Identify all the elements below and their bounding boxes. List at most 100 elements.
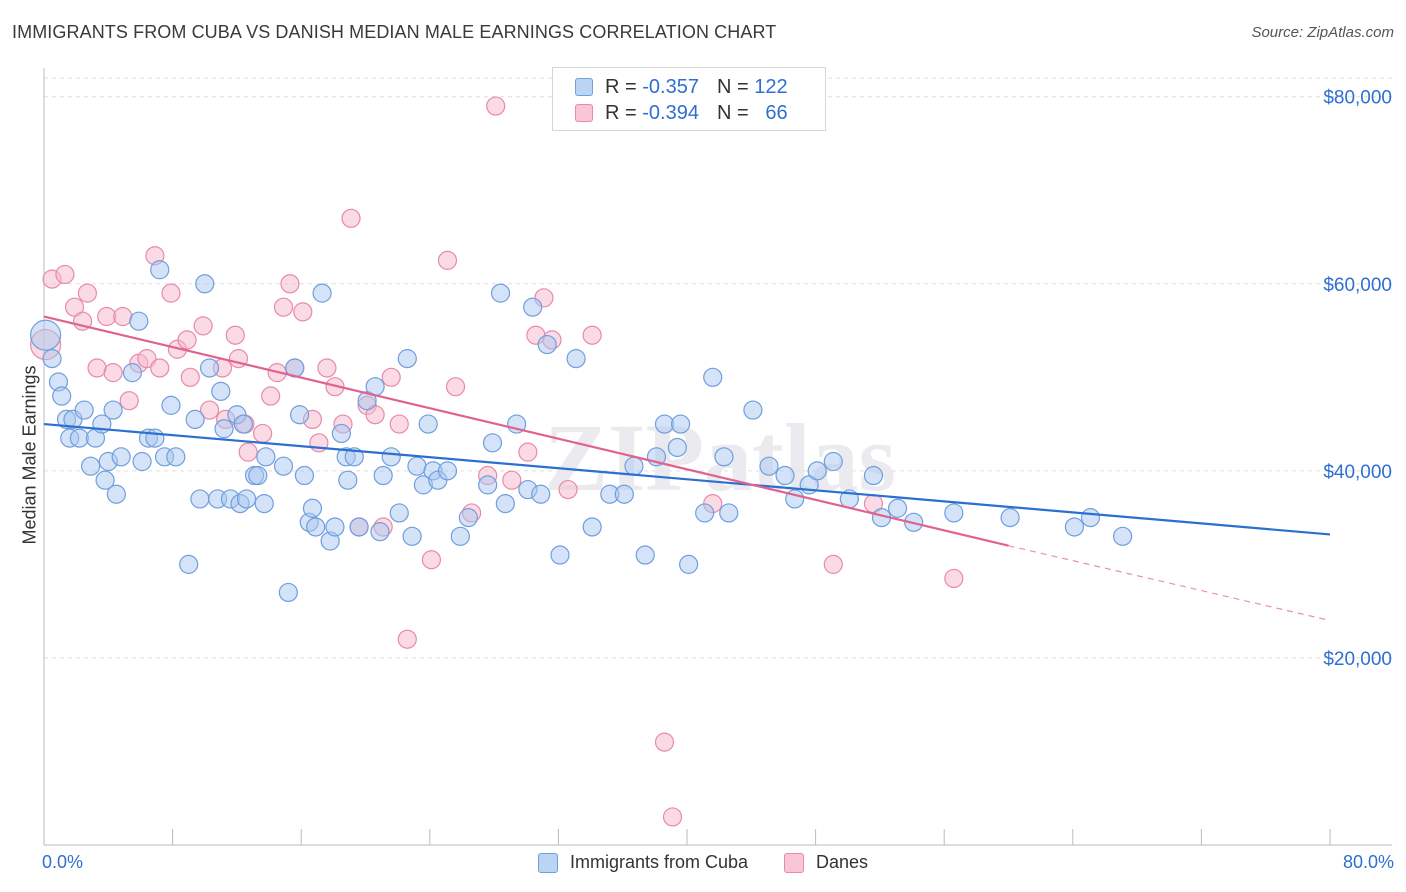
legend-item-danes: Danes [784,852,868,873]
data-point [381,447,401,467]
data-point [502,470,522,490]
data-point [458,508,478,528]
data-point [397,349,417,369]
data-point [248,465,268,486]
data-point [261,386,281,406]
data-point [185,409,205,430]
trend-lines [43,315,1331,622]
legend-row-cuba: R = -0.357 N = 122 [575,75,788,99]
data-point [119,391,139,411]
data-point [418,414,438,434]
data-point [129,311,149,331]
data-point [199,358,220,378]
data-point [199,400,220,420]
data-point [381,367,401,387]
data-point [349,517,369,537]
data-point [944,568,964,589]
correlation-legend: R = -0.357 N = 122 R = -0.394 N = 66 [552,67,826,131]
data-point [1000,508,1020,528]
data-point [495,493,515,514]
data-point [55,264,75,285]
r-value-cuba: -0.357 [642,75,699,98]
data-point [389,503,409,523]
data-point [161,283,181,303]
data-point [137,349,157,369]
data-point [518,442,538,462]
n-label: N = [716,75,749,98]
data-point [486,96,506,116]
data-point [81,456,101,476]
data-point [537,334,557,355]
cuba-swatch [575,78,593,96]
legend-row-danes: R = -0.394 N = 66 [575,101,788,125]
series-legend: Immigrants from Cuba Danes [0,852,1406,873]
cuba-points [30,260,1133,603]
data-point [373,465,393,486]
data-point [97,306,117,327]
data-point [331,423,351,444]
data-point [714,447,734,467]
data-point [233,414,253,434]
data-point [550,545,570,565]
data-point [1080,508,1101,528]
data-point [132,451,152,472]
data-point [177,330,197,350]
danes-trend-line [43,315,1009,547]
data-point [807,461,827,481]
data-point [77,283,98,303]
data-point [743,400,763,420]
data-point [238,442,258,462]
data-point [407,456,427,476]
data-point [614,484,634,504]
data-point [211,381,231,401]
legend-label-danes: Danes [816,852,869,872]
data-point [482,433,503,453]
data-point [317,358,337,378]
data-point [558,479,578,500]
data-point [161,395,181,415]
data-point [312,283,332,303]
data-point [256,447,276,467]
data-point [582,517,602,537]
data-point [179,554,199,574]
data-point [278,582,298,603]
data-point [523,297,543,317]
data-point [823,554,843,574]
data-point [654,414,675,434]
data-point [887,498,908,518]
data-point [106,484,126,504]
legend-label-cuba: Immigrants from Cuba [569,852,749,872]
data-point [662,807,683,827]
chart-title: IMMIGRANTS FROM CUBA VS DANISH MEDIAN MA… [12,22,777,42]
data-point [338,470,358,490]
data-point [389,414,409,434]
data-point [193,316,213,336]
grid-lines [44,77,1392,659]
data-point [74,400,94,420]
r-label: R = [605,75,637,98]
data-point [225,325,245,345]
data-point [145,428,165,448]
legend-item-cuba: Immigrants from Cuba [537,852,749,873]
danes-swatch [575,104,593,122]
data-point [30,319,62,351]
data-point [42,349,62,369]
data-point [289,405,310,425]
data-point [190,489,210,509]
data-point [95,470,115,490]
data-point [624,456,644,476]
danes-trend-extension [1008,545,1331,622]
data-point [944,503,964,523]
data-point [306,517,326,537]
data-point [863,465,884,486]
n-value-cuba: 122 [754,75,788,98]
data-point [635,545,655,565]
cuba-legend-swatch [537,852,558,873]
data-point [113,306,133,327]
data-point [253,423,273,444]
data-point [450,526,470,546]
data-point [703,367,723,387]
n-value-danes: 66 [765,101,788,124]
data-point [370,522,390,542]
